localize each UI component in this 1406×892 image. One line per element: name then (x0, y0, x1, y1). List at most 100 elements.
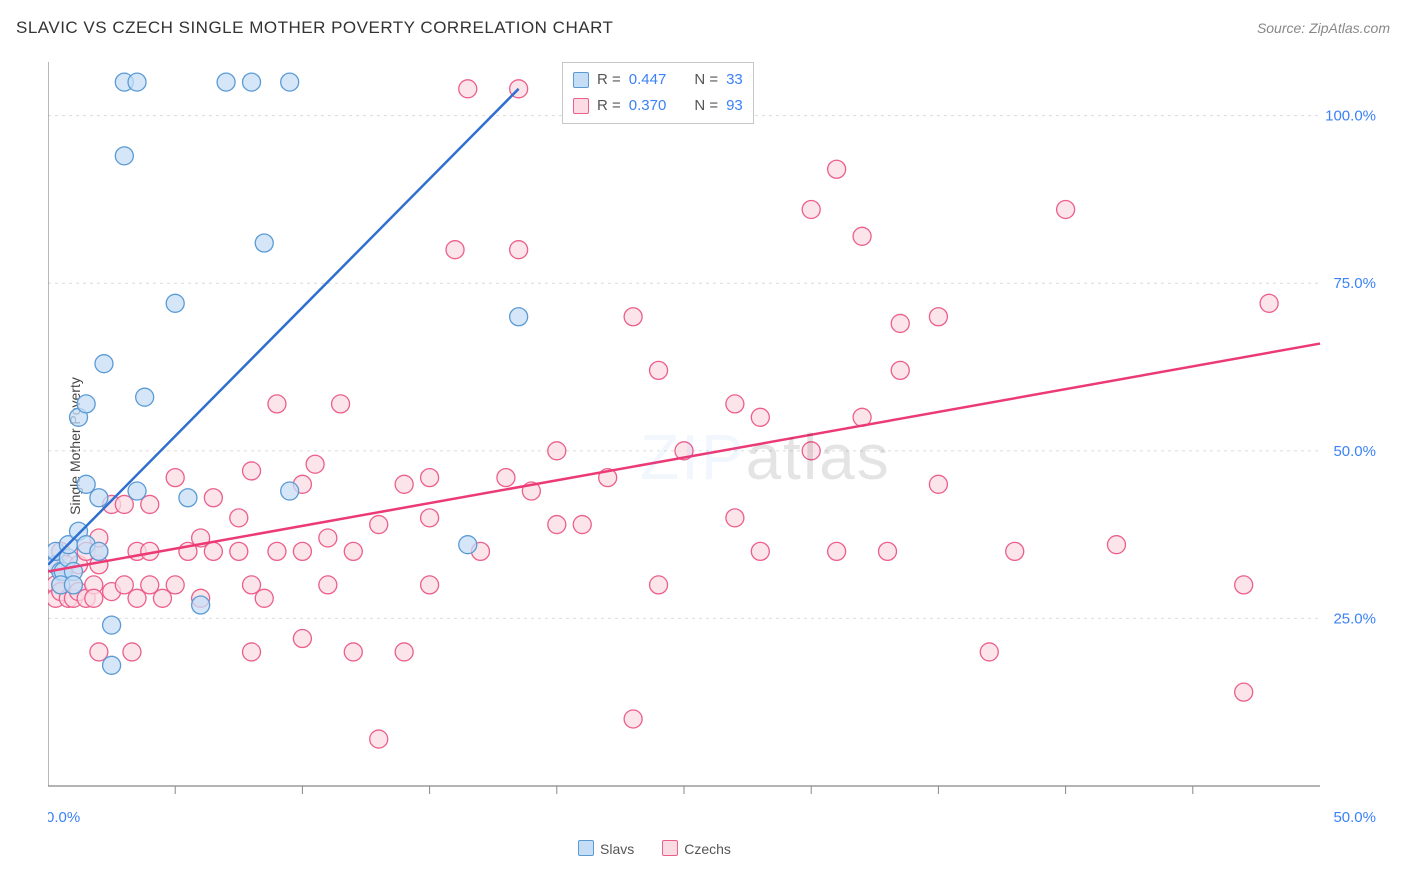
scatter-point-slavs (103, 616, 121, 634)
legend-swatch-slavs (578, 840, 594, 856)
scatter-point-czechs (395, 475, 413, 493)
scatter-point-czechs (166, 576, 184, 594)
scatter-point-czechs (255, 589, 273, 607)
scatter-point-slavs (64, 576, 82, 594)
scatter-point-czechs (332, 395, 350, 413)
y-tick-label: 25.0% (1333, 610, 1376, 627)
scatter-point-czechs (230, 542, 248, 560)
chart-title: SLAVIC VS CZECH SINGLE MOTHER POVERTY CO… (16, 18, 613, 37)
scatter-point-czechs (293, 542, 311, 560)
scatter-point-czechs (370, 516, 388, 534)
stat-r-value-slavs: 0.447 (629, 67, 667, 93)
stat-r-label: R = (597, 93, 621, 119)
chart-source: Source: ZipAtlas.com (1257, 20, 1390, 36)
scatter-point-czechs (891, 314, 909, 332)
y-tick-label: 50.0% (1333, 443, 1376, 460)
scatter-point-czechs (802, 200, 820, 218)
scatter-point-czechs (751, 408, 769, 426)
scatter-point-slavs (103, 656, 121, 674)
scatter-point-czechs (751, 542, 769, 560)
trend-line-czechs (48, 344, 1320, 572)
scatter-point-czechs (650, 361, 668, 379)
legend-swatch-czechs (573, 98, 589, 114)
scatter-point-slavs (459, 536, 477, 554)
scatter-point-czechs (319, 576, 337, 594)
stat-n-label: N = (694, 67, 718, 93)
scatter-point-czechs (243, 643, 261, 661)
scatter-point-czechs (980, 643, 998, 661)
scatter-point-czechs (1235, 683, 1253, 701)
scatter-point-slavs (243, 73, 261, 91)
chart-svg: 25.0% 50.0% 75.0% 100.0% 0.0% 50.0% (48, 54, 1386, 834)
scatter-point-slavs (179, 489, 197, 507)
correlation-stats-box: R =0.447N =33R =0.370N =93 (562, 62, 754, 124)
scatter-point-czechs (510, 241, 528, 259)
x-tick-label-right: 50.0% (1333, 809, 1376, 826)
scatter-point-czechs (573, 516, 591, 534)
plot-area: 25.0% 50.0% 75.0% 100.0% 0.0% 50.0% (48, 54, 1386, 834)
stat-r-value-czechs: 0.370 (629, 93, 667, 119)
scatter-point-czechs (230, 509, 248, 527)
legend-item-slavs: Slavs (578, 841, 634, 857)
scatter-point-czechs (268, 395, 286, 413)
legend-swatch-slavs (573, 72, 589, 88)
scatter-point-czechs (459, 80, 477, 98)
scatter-point-czechs (1107, 536, 1125, 554)
scatter-point-czechs (624, 308, 642, 326)
scatter-point-czechs (421, 576, 439, 594)
scatter-point-czechs (828, 160, 846, 178)
scatter-point-czechs (726, 395, 744, 413)
scatter-point-czechs (344, 542, 362, 560)
scatter-point-czechs (344, 643, 362, 661)
scatter-point-czechs (853, 227, 871, 245)
scatter-point-slavs (217, 73, 235, 91)
scatter-point-czechs (497, 469, 515, 487)
stat-n-value-slavs: 33 (726, 67, 743, 93)
scatter-point-czechs (1057, 200, 1075, 218)
scatter-point-czechs (1235, 576, 1253, 594)
scatter-point-czechs (650, 576, 668, 594)
scatter-point-czechs (446, 241, 464, 259)
scatter-point-czechs (929, 475, 947, 493)
scatter-point-czechs (548, 516, 566, 534)
scatter-point-czechs (319, 529, 337, 547)
scatter-point-slavs (166, 294, 184, 312)
scatter-point-czechs (306, 455, 324, 473)
scatter-point-slavs (115, 147, 133, 165)
scatter-point-czechs (802, 442, 820, 460)
scatter-point-czechs (1006, 542, 1024, 560)
y-tick-label: 100.0% (1325, 108, 1376, 125)
scatter-point-slavs (128, 482, 146, 500)
scatter-point-slavs (510, 308, 528, 326)
scatter-point-slavs (90, 489, 108, 507)
series-legend: Slavs Czechs (578, 840, 759, 857)
legend-label-slavs: Slavs (600, 841, 634, 857)
scatter-point-slavs (95, 355, 113, 373)
scatter-point-czechs (204, 489, 222, 507)
x-tick-label-left: 0.0% (48, 809, 80, 826)
scatter-point-czechs (204, 542, 222, 560)
scatter-point-slavs (128, 73, 146, 91)
legend-swatch-czechs (662, 840, 678, 856)
scatter-point-czechs (268, 542, 286, 560)
scatter-point-czechs (370, 730, 388, 748)
stats-row-czechs: R =0.370N =93 (573, 93, 743, 119)
scatter-point-slavs (255, 234, 273, 252)
stat-n-value-czechs: 93 (726, 93, 743, 119)
scatter-point-slavs (136, 388, 154, 406)
y-tick-label: 75.0% (1333, 275, 1376, 292)
scatter-point-slavs (90, 542, 108, 560)
scatter-point-czechs (828, 542, 846, 560)
scatter-point-czechs (421, 469, 439, 487)
scatter-point-slavs (192, 596, 210, 614)
scatter-point-czechs (624, 710, 642, 728)
scatter-point-slavs (281, 482, 299, 500)
scatter-point-czechs (891, 361, 909, 379)
legend-label-czechs: Czechs (684, 841, 731, 857)
scatter-point-czechs (166, 469, 184, 487)
scatter-point-czechs (123, 643, 141, 661)
legend-item-czechs: Czechs (662, 841, 731, 857)
scatter-point-slavs (77, 395, 95, 413)
stat-r-label: R = (597, 67, 621, 93)
scatter-point-czechs (293, 630, 311, 648)
